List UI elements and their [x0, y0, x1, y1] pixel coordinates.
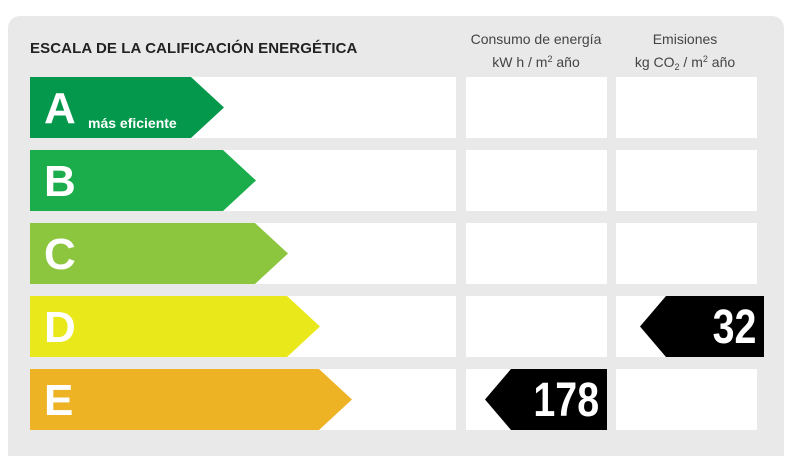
consumo-cell-c — [466, 223, 607, 284]
emisiones-marker: 32 — [640, 296, 764, 357]
rating-bar-e: E — [30, 369, 352, 430]
rating-arrow-c — [30, 223, 288, 284]
emisiones-header-unit: kg CO2 / m2 año — [634, 54, 736, 72]
rating-bar-d: D — [30, 296, 320, 357]
consumo-cell-b — [466, 150, 607, 211]
consumo-column-header: Consumo de energía kW h / m2 año — [458, 29, 614, 72]
emisiones-header-label: Emisiones — [652, 31, 718, 47]
rating-letter-c: C — [44, 230, 76, 279]
emisiones-value: 32 — [712, 301, 756, 354]
rating-sublabel-a: más eficiente — [88, 115, 177, 131]
rating-arrow-b — [30, 150, 256, 211]
rating-bar-a: A más eficiente — [30, 77, 224, 138]
consumo-header-unit: kW h / m2 año — [492, 54, 580, 70]
consumo-marker: 178 — [485, 369, 607, 430]
consumo-value: 178 — [533, 374, 599, 427]
consumo-header-label: Consumo de energía — [470, 31, 602, 47]
emisiones-column-header: Emisiones kg CO2 / m2 año — [612, 29, 758, 77]
emisiones-cell-a — [616, 77, 757, 138]
rating-letter-a: A — [44, 84, 76, 133]
rating-arrow-d — [30, 296, 320, 357]
scale-title: ESCALA DE LA CALIFICACIÓN ENERGÉTICA — [30, 40, 358, 57]
emisiones-cell-e — [616, 369, 757, 430]
consumo-cell-d — [466, 296, 607, 357]
consumo-cell-a — [466, 77, 607, 138]
rating-bar-b: B — [30, 150, 256, 211]
rating-arrow-e — [30, 369, 352, 430]
rating-letter-b: B — [44, 157, 76, 206]
emisiones-cell-b — [616, 150, 757, 211]
rating-bar-c: C — [30, 223, 288, 284]
rating-arrow-a — [30, 77, 224, 138]
rating-letter-d: D — [44, 303, 76, 352]
emisiones-cell-c — [616, 223, 757, 284]
rating-letter-e: E — [44, 376, 74, 425]
